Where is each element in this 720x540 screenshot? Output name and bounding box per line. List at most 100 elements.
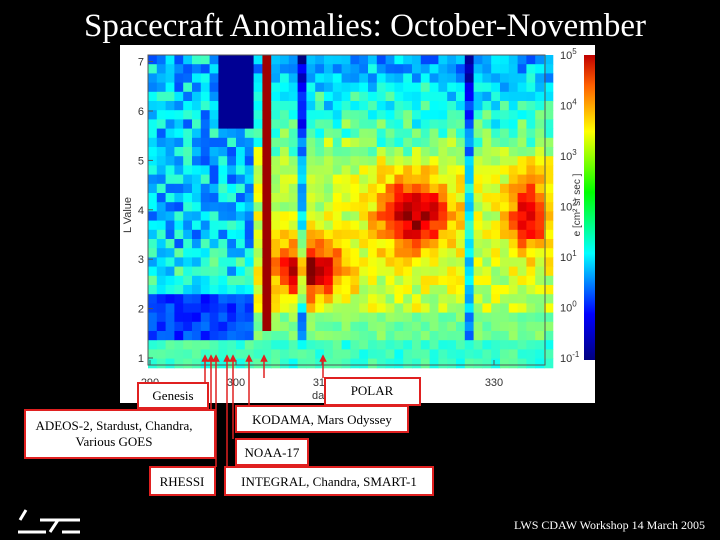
- heat-cell: [508, 110, 519, 120]
- heat-cell: [359, 229, 369, 240]
- heat-cell: [297, 220, 307, 231]
- heat-cell: [288, 64, 299, 74]
- heat-cell: [526, 294, 536, 304]
- heat-cell: [350, 55, 360, 65]
- heat-cell: [288, 165, 299, 176]
- heat-cell: [482, 73, 492, 84]
- heat-cell: [350, 275, 360, 286]
- heat-cell: [500, 174, 510, 185]
- heat-cell: [359, 211, 369, 222]
- heat-cell: [271, 174, 281, 185]
- heat-cell: [385, 275, 395, 286]
- heat-cell: [156, 294, 167, 304]
- heat-cell: [473, 321, 483, 332]
- heat-cell: [200, 82, 211, 93]
- x-tick-label: 330: [485, 377, 503, 389]
- heat-cell: [332, 312, 343, 323]
- heat-cell: [359, 321, 369, 332]
- heat-cell: [244, 193, 255, 203]
- heat-cell: [253, 128, 263, 139]
- heat-cell: [456, 275, 466, 286]
- heat-cell: [412, 266, 422, 277]
- heat-cell: [209, 248, 219, 258]
- heat-cell: [350, 193, 360, 203]
- heat-cell: [447, 202, 457, 212]
- heat-cell: [200, 266, 211, 277]
- heat-cell: [491, 101, 501, 111]
- heat-cell: [236, 220, 246, 231]
- heat-cell: [359, 340, 369, 350]
- heat-cell: [526, 312, 536, 323]
- heat-cell: [183, 174, 193, 185]
- heat-cell: [324, 193, 334, 203]
- y-tick-label: 3: [138, 254, 144, 266]
- heat-cell: [535, 211, 545, 222]
- heat-cell: [244, 82, 255, 93]
- label-box: [235, 405, 409, 433]
- heat-cell: [280, 349, 290, 360]
- heat-cell: [332, 64, 343, 74]
- heat-cell: [526, 248, 536, 258]
- heat-cell: [464, 303, 475, 314]
- heat-cell: [350, 147, 360, 157]
- heat-cell: [359, 266, 369, 277]
- heat-cell: [315, 91, 325, 102]
- heat-cell: [482, 147, 492, 157]
- heat-cell: [288, 257, 299, 268]
- heat-cell: [280, 101, 290, 111]
- heat-cell: [482, 303, 492, 314]
- heat-cell: [544, 128, 554, 139]
- heat-cell: [280, 73, 290, 84]
- heat-cell: [218, 349, 228, 360]
- label-box: [235, 438, 309, 466]
- heat-cell: [359, 147, 369, 157]
- heat-cell: [526, 174, 536, 185]
- heat-cell: [297, 321, 307, 332]
- heat-cell: [376, 340, 387, 350]
- heat-cell: [156, 110, 167, 120]
- heat-cell: [544, 229, 554, 240]
- heat-cell: [438, 91, 448, 102]
- heat-cell: [447, 248, 457, 258]
- heat-cell: [438, 340, 448, 350]
- heat-cell: [244, 174, 255, 185]
- heat-cell: [526, 165, 536, 176]
- heat-cell: [324, 321, 334, 332]
- heat-cell: [148, 211, 158, 222]
- heat-cell: [535, 331, 545, 341]
- colorbar-tick-exp: 5: [572, 47, 577, 56]
- heat-cell: [288, 101, 299, 111]
- y-tick-label: 1: [138, 353, 144, 365]
- heat-cell: [253, 137, 263, 148]
- heat-cell: [192, 220, 202, 231]
- heat-cell: [209, 55, 219, 65]
- heat-cell: [535, 340, 545, 350]
- heat-cell: [209, 358, 219, 369]
- heat-cell: [183, 248, 193, 258]
- heat-cell: [482, 91, 492, 102]
- heat-cell: [403, 55, 413, 65]
- heat-cell: [315, 229, 325, 240]
- heat-cell: [359, 220, 369, 231]
- heat-cell: [280, 165, 290, 176]
- heat-cell: [236, 331, 246, 341]
- heat-cell: [420, 55, 431, 65]
- heat-cell: [209, 321, 219, 332]
- heat-cell: [394, 349, 404, 360]
- heat-cell: [341, 321, 351, 332]
- heat-cell: [456, 303, 466, 314]
- heat-cell: [429, 248, 439, 258]
- heat-cell: [438, 156, 448, 166]
- heat-cell: [306, 211, 316, 222]
- heat-cell: [482, 165, 492, 176]
- heat-cell: [473, 137, 483, 148]
- colorbar-tick-label: 101: [560, 249, 577, 264]
- colorbar-tick-base: 10: [560, 202, 572, 214]
- heat-cell: [297, 73, 307, 84]
- heat-cell: [456, 202, 466, 212]
- heat-cell: [262, 312, 272, 323]
- heat-cell: [385, 174, 395, 185]
- heat-cell: [244, 202, 255, 212]
- heat-cell: [403, 165, 413, 176]
- colorbar-tick-exp: 3: [572, 148, 577, 157]
